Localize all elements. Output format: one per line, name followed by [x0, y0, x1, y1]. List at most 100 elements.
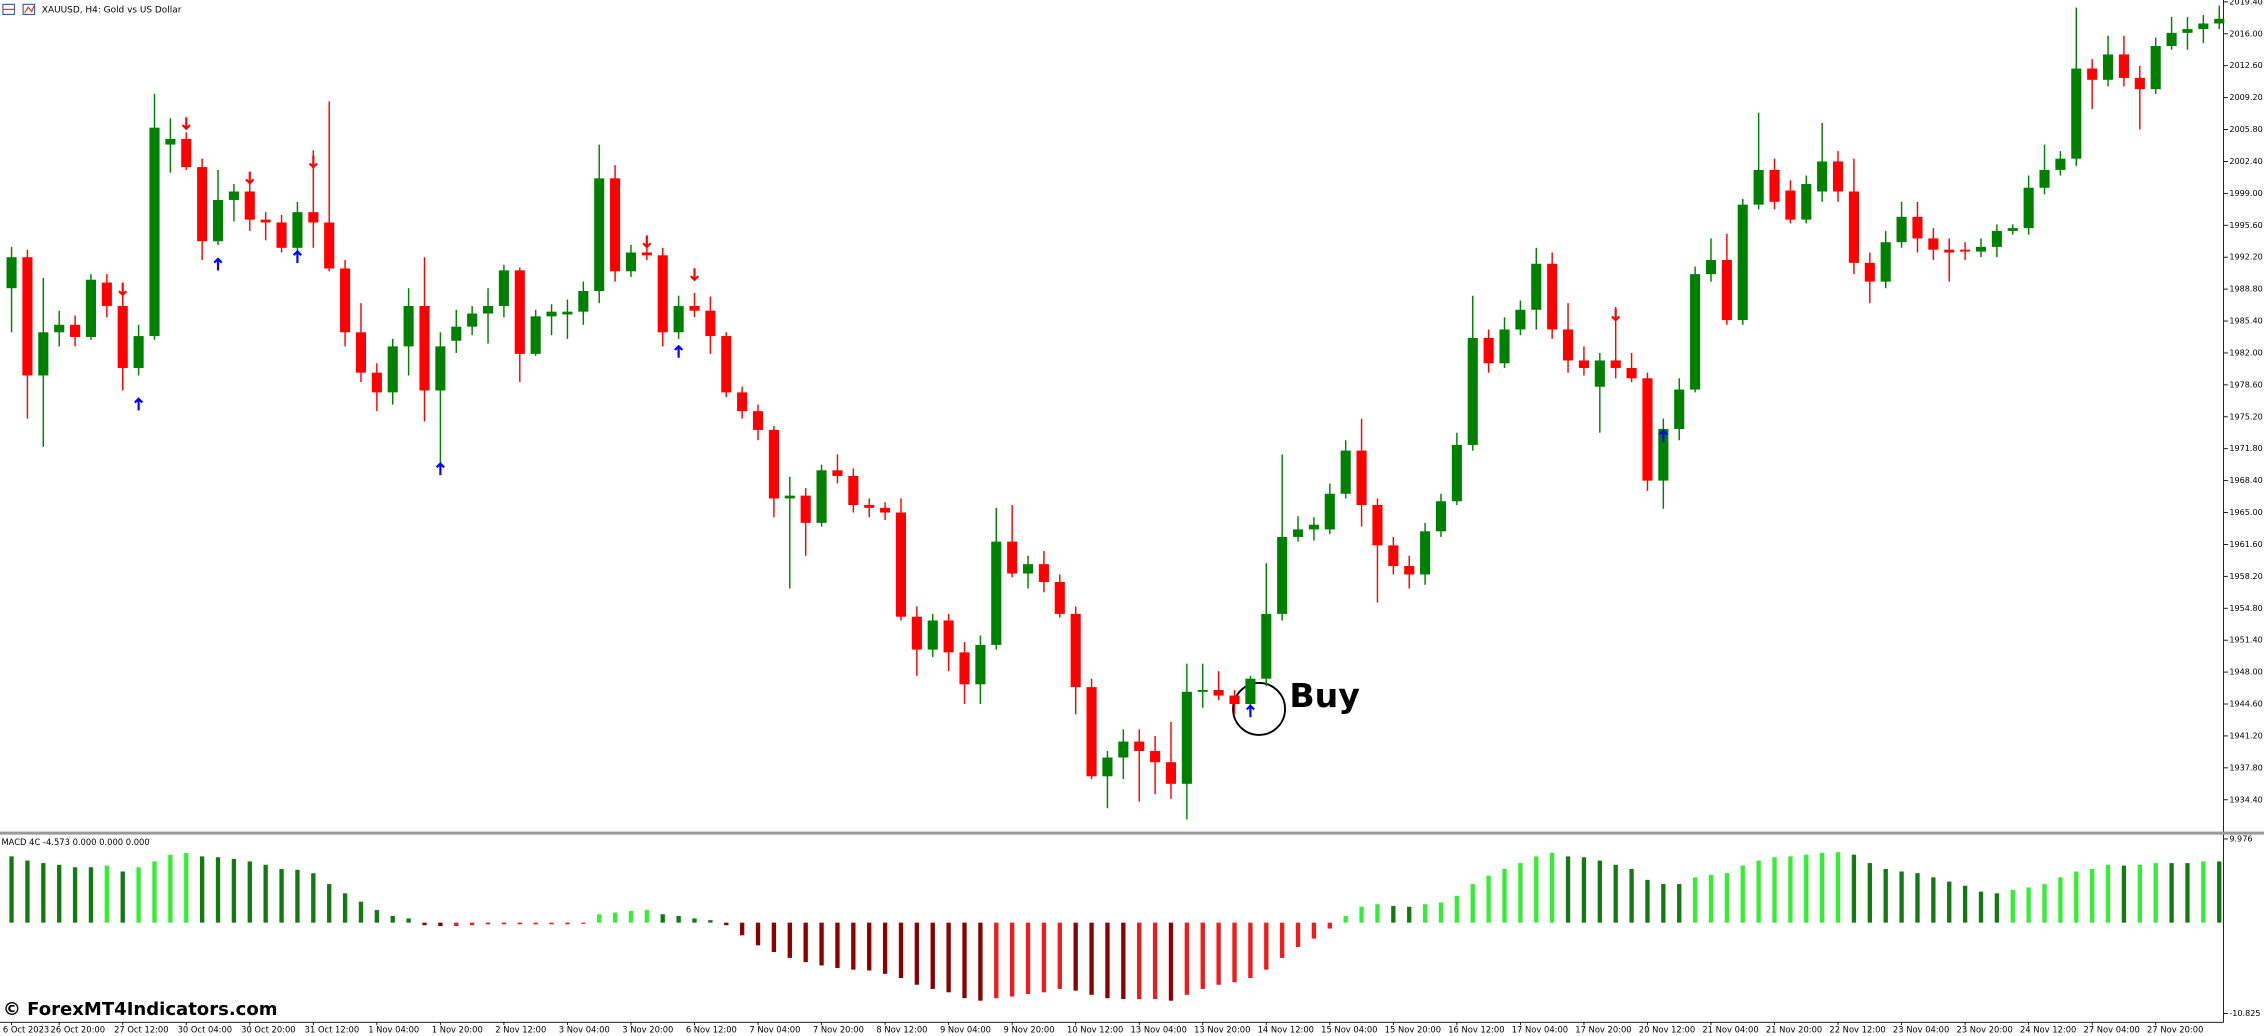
histogram-bar — [803, 922, 808, 963]
price-tick-label: 2012.60 — [2229, 60, 2262, 70]
candle-body — [292, 212, 303, 248]
time-tick-label: 27 Oct 12:00 — [114, 1025, 169, 1035]
histogram-bar — [152, 861, 157, 923]
candle-body — [6, 257, 17, 289]
candle-body — [800, 495, 811, 523]
watermark: © ForexMT4Indicators.com — [3, 999, 278, 1020]
candle-body — [228, 191, 239, 200]
candle-body — [943, 620, 954, 653]
histogram-bar — [311, 873, 316, 923]
candle-body — [895, 512, 907, 617]
price-tick-label: 1975.20 — [2229, 411, 2262, 421]
candle-body — [1420, 531, 1431, 575]
candle-body — [737, 392, 748, 412]
candle-body — [975, 644, 986, 685]
histogram-bar — [597, 914, 602, 923]
signal-arrow — [1658, 429, 1668, 443]
histogram-bar — [914, 922, 920, 985]
time-tick-label: 1 Nov 04:00 — [368, 1025, 419, 1035]
candle-body — [832, 470, 843, 476]
candle-body — [1356, 450, 1367, 506]
price-tick-label: 1948.00 — [2229, 667, 2262, 677]
histogram-bar — [962, 922, 967, 999]
candle-body — [1515, 309, 1526, 330]
price-tick-label: 1978.60 — [2229, 379, 2262, 389]
histogram-bar — [1899, 871, 1904, 923]
candle-body — [1896, 216, 1907, 243]
time-tick-label: 1 Nov 20:00 — [432, 1025, 483, 1035]
time-tick-label: 27 Nov 04:00 — [2084, 1025, 2140, 1035]
histogram-bar — [279, 868, 284, 923]
histogram-bar — [1804, 854, 1809, 923]
histogram-bar — [517, 922, 522, 925]
candle-body — [1054, 581, 1065, 614]
candle-body — [2118, 54, 2129, 78]
histogram-bar — [946, 922, 951, 993]
candle-body — [1642, 378, 1653, 481]
histogram-bar — [1009, 922, 1015, 997]
time-tick-label: 13 Nov 20:00 — [1194, 1025, 1250, 1035]
histogram-bar — [2026, 887, 2031, 923]
histogram-bar — [1137, 922, 1142, 1000]
histogram-bar — [1692, 877, 1698, 923]
annotation: Buy — [1289, 676, 1360, 715]
histogram-bar — [978, 922, 983, 1001]
candle-body — [2007, 228, 2018, 231]
histogram-bar — [1152, 922, 1158, 1000]
candle-body — [2087, 68, 2098, 80]
histogram-bar — [1931, 877, 1936, 923]
time-tick-label: 23 Nov 20:00 — [1956, 1025, 2012, 1035]
candle-body — [2198, 23, 2209, 30]
candle-body — [2182, 29, 2193, 33]
candle-body — [1404, 566, 1415, 575]
histogram-bar — [2074, 871, 2079, 923]
signal-arrow — [674, 344, 684, 358]
histogram-bar — [660, 914, 665, 923]
histogram-bar — [771, 922, 777, 953]
histogram-bar — [1708, 874, 1714, 923]
candle-body — [1181, 691, 1192, 784]
histogram-bar — [1629, 868, 1634, 923]
histogram-bar — [374, 910, 380, 923]
candle-body — [768, 429, 779, 499]
price-tick-label: 1937.80 — [2229, 762, 2262, 772]
histogram-bar — [168, 854, 173, 923]
histogram-bar — [422, 922, 427, 926]
histogram-bar — [851, 922, 856, 970]
candle-body — [546, 311, 557, 317]
histogram-bar — [2121, 865, 2127, 923]
histogram-bar — [2217, 861, 2222, 923]
price-tick-label: 1999.00 — [2229, 188, 2262, 198]
histogram-bar — [469, 922, 475, 926]
candle-body — [1102, 757, 1113, 777]
time-tick-label: 26 Oct 20:00 — [51, 1025, 106, 1035]
candle-body — [1292, 529, 1304, 537]
time-tick-label: 8 Nov 12:00 — [876, 1025, 927, 1035]
candle-body — [1007, 541, 1018, 574]
histogram-bar — [898, 922, 904, 979]
candle-body — [1658, 428, 1669, 481]
histogram-bar — [676, 915, 681, 923]
symbol-icons — [2, 3, 36, 16]
candle-body — [1150, 750, 1161, 763]
histogram-bar — [231, 858, 237, 923]
candle-body — [625, 252, 637, 272]
price-tick-label: 1988.80 — [2229, 284, 2262, 294]
time-tick-label: 9 Nov 04:00 — [940, 1025, 991, 1035]
histogram-bar — [25, 860, 30, 923]
histogram-bar — [1025, 922, 1031, 994]
price-tick-label: 2019.40 — [2229, 0, 2262, 6]
histogram-bar — [2185, 863, 2190, 923]
price-tick-label: 2016.00 — [2229, 28, 2262, 38]
histogram-bar — [1788, 856, 1793, 923]
candle-body — [70, 324, 81, 337]
histogram-bar — [1677, 884, 1682, 923]
histogram-bar — [1502, 868, 1507, 923]
histogram-bar — [485, 922, 491, 925]
histogram-bar — [739, 922, 745, 936]
candle-body — [2103, 54, 2114, 80]
histogram-bar — [2010, 889, 2015, 923]
candle-body — [1594, 360, 1605, 387]
time-tick-label: 31 Oct 12:00 — [305, 1025, 359, 1035]
candle-body — [2023, 187, 2034, 229]
